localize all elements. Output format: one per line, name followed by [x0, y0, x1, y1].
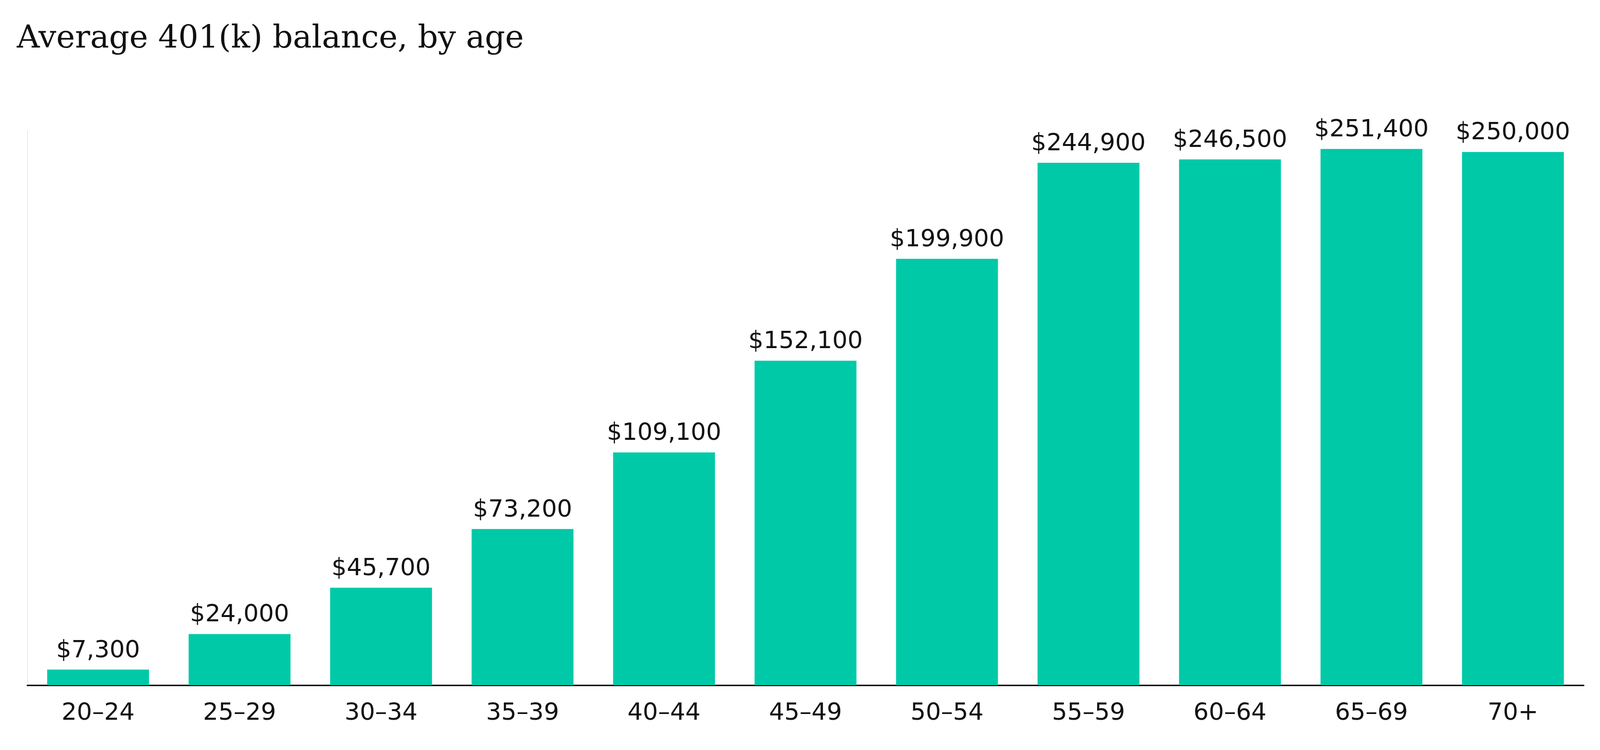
svg-text:$152,100: $152,100 — [748, 325, 863, 354]
svg-text:$246,500: $246,500 — [1172, 124, 1288, 153]
svg-text:65–69: 65–69 — [1335, 697, 1409, 726]
svg-text:$199,900: $199,900 — [889, 224, 1005, 252]
svg-text:45–49: 45–49 — [768, 697, 842, 726]
svg-text:25–29: 25–29 — [202, 697, 276, 726]
svg-text:$73,200: $73,200 — [472, 494, 573, 523]
svg-text:30–34: 30–34 — [344, 697, 418, 726]
svg-text:20–24: 20–24 — [61, 697, 135, 726]
svg-text:$109,100: $109,100 — [606, 417, 722, 446]
svg-text:50–54: 50–54 — [910, 697, 984, 726]
svg-text:$251,400: $251,400 — [1313, 114, 1429, 143]
svg-text:$244,900: $244,900 — [1031, 128, 1147, 156]
svg-text:$7,300: $7,300 — [56, 634, 141, 663]
svg-text:$24,000: $24,000 — [190, 598, 290, 627]
svg-text:35–39: 35–39 — [486, 697, 560, 726]
svg-text:$250,000: $250,000 — [1455, 117, 1571, 145]
svg-text:70+: 70+ — [1487, 697, 1539, 726]
svg-text:55–59: 55–59 — [1051, 697, 1125, 726]
svg-text:40–44: 40–44 — [627, 697, 701, 726]
svg-text:Average 401(k) balance, by age: Average 401(k) balance, by age — [16, 18, 525, 56]
svg-text:$45,700: $45,700 — [331, 552, 431, 581]
svg-text:60–64: 60–64 — [1193, 697, 1267, 726]
